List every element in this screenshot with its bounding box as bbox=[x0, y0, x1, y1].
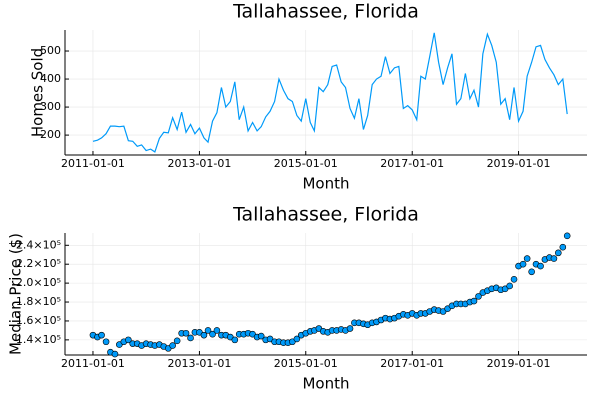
data-point bbox=[470, 297, 478, 305]
data-point bbox=[293, 335, 301, 343]
y-tick-label: 2.0×10⁵ bbox=[16, 276, 61, 289]
data-point bbox=[182, 329, 190, 337]
y-tick-label: 200 bbox=[40, 128, 61, 141]
y-axis-label: Median Price ($) bbox=[7, 233, 25, 355]
subplot: 2011-01-01 2013-01-01 2015-01-01 2017-01-01… bbox=[7, 204, 587, 393]
data-point bbox=[125, 336, 132, 344]
data-point bbox=[173, 337, 181, 345]
y-axis-label: Homes Sold bbox=[29, 48, 47, 137]
data-point bbox=[231, 336, 239, 344]
x-tick-label: 2013-01-01 bbox=[167, 157, 231, 170]
y-tick-label: 2.4×10⁵ bbox=[16, 238, 61, 251]
y-tick-label: 400 bbox=[40, 72, 61, 85]
x-tick-label: 2017-01-01 bbox=[380, 157, 444, 170]
data-point bbox=[523, 255, 531, 262]
x-tick-label: 2011-01-01 bbox=[61, 157, 125, 170]
x-axis-label: Month bbox=[302, 375, 349, 393]
data-point bbox=[537, 262, 544, 270]
chart-title: Tallahassee, Florida bbox=[232, 204, 419, 226]
data-point bbox=[209, 330, 216, 338]
x-tick-label: 2019-01-01 bbox=[487, 357, 551, 370]
data-point bbox=[213, 327, 221, 334]
data-point bbox=[475, 293, 482, 300]
y-tick-label: 2.2×10⁵ bbox=[16, 257, 61, 270]
data-point bbox=[187, 334, 194, 342]
data-point bbox=[550, 255, 558, 262]
data-line bbox=[92, 32, 568, 153]
data-point bbox=[346, 325, 354, 332]
x-tick-label: 2011-01-01 bbox=[61, 357, 125, 370]
y-tick-label: 1.4×10⁵ bbox=[16, 333, 61, 346]
x-tick-label: 2015-01-01 bbox=[274, 357, 338, 370]
data-point bbox=[555, 249, 562, 257]
data-point bbox=[506, 282, 513, 290]
chart-title: Tallahassee, Florida bbox=[232, 1, 419, 23]
data-point bbox=[200, 331, 208, 339]
y-tick-label: 1.6×10⁵ bbox=[16, 314, 61, 327]
data-point bbox=[98, 331, 105, 339]
data-point bbox=[510, 276, 518, 283]
data-point bbox=[204, 327, 212, 334]
x-tick-label: 2015-01-01 bbox=[274, 157, 338, 170]
x-tick-label: 2019-01-01 bbox=[487, 157, 551, 170]
y-tick-label: 1.8×10⁵ bbox=[16, 295, 61, 308]
x-axis-label: Month bbox=[302, 175, 349, 193]
y-tick-label: 300 bbox=[40, 100, 61, 113]
subplot: 2011-01-01 2013-01-01 2015-01-01 2017-01-01… bbox=[29, 1, 587, 193]
x-tick-label: 2013-01-01 bbox=[167, 357, 231, 370]
y-tick-label: 500 bbox=[40, 44, 61, 57]
data-point bbox=[257, 332, 265, 340]
data-point bbox=[111, 350, 119, 358]
data-point bbox=[528, 268, 535, 276]
data-point bbox=[519, 260, 527, 268]
data-point bbox=[563, 232, 571, 240]
x-tick-label: 2017-01-01 bbox=[380, 357, 444, 370]
data-point bbox=[102, 338, 110, 346]
data-point bbox=[169, 342, 176, 349]
data-point bbox=[559, 243, 567, 251]
